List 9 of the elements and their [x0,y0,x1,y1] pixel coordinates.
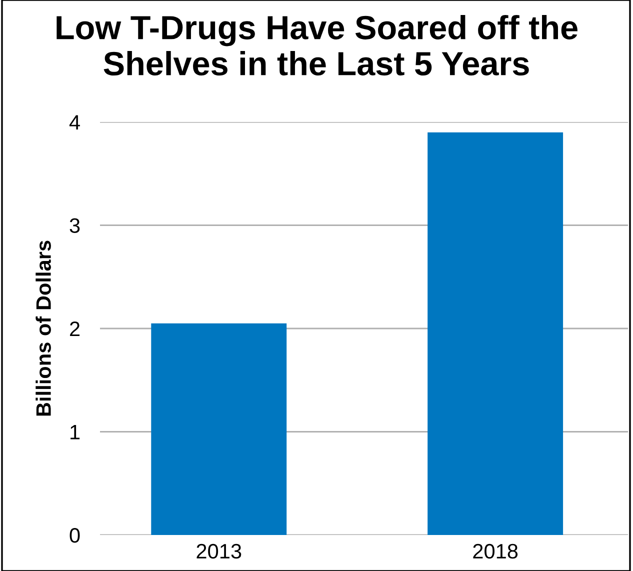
y-tick-label: 0 [70,528,80,543]
y-tick-label: 2 [70,322,80,336]
x-tick-label: 2013 [196,544,242,559]
x-tick-label: 2018 [473,544,518,559]
y-tick-label: 3 [70,218,80,234]
y-tick-label: 4 [69,115,80,130]
y-axis-title: Billions of Dollars [36,240,51,416]
chart-title: Low T-Drugs Have Soared off the Shelves in the Last 5 Years [56,14,578,76]
y-tick-label: 1 [70,424,80,440]
